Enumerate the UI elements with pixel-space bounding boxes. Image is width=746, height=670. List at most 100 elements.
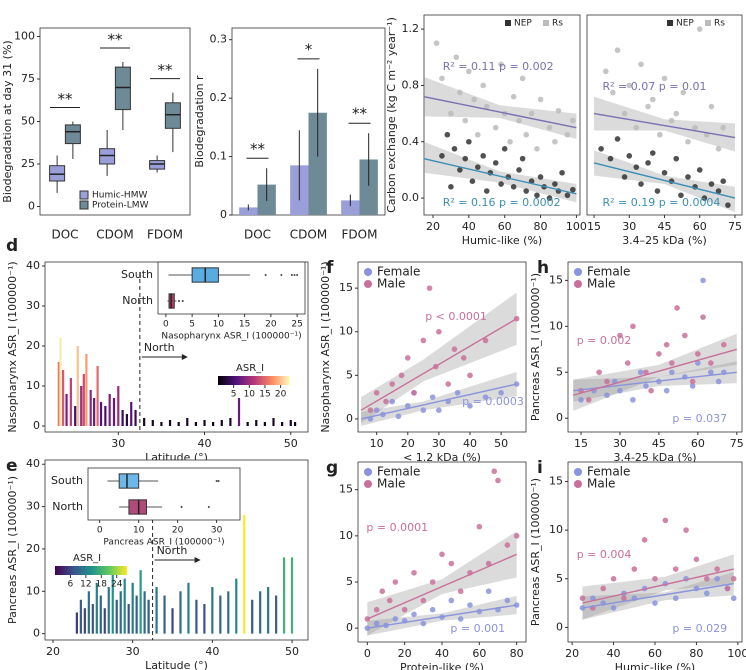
bar	[93, 398, 96, 426]
bar	[65, 394, 68, 426]
y-tick-label: 75	[21, 72, 35, 85]
bar	[239, 207, 258, 215]
y-tick-label: 0.3	[210, 33, 228, 46]
y-tick-label: 0	[346, 621, 353, 634]
bar	[130, 402, 133, 426]
point	[373, 389, 380, 396]
point	[373, 407, 380, 414]
bar	[203, 420, 206, 426]
outlier	[280, 274, 283, 276]
point	[661, 75, 668, 82]
panel-label: g	[326, 458, 338, 478]
point	[439, 75, 445, 82]
y-tick-label: 10	[549, 523, 563, 536]
fit-line	[573, 348, 737, 396]
point	[411, 389, 417, 396]
point	[633, 124, 640, 131]
point	[695, 360, 701, 366]
point	[436, 328, 442, 335]
colorbar-tick-label: 24	[111, 580, 123, 590]
bar	[59, 338, 62, 426]
point	[404, 403, 411, 409]
bar	[119, 591, 122, 634]
point	[448, 184, 454, 190]
point	[633, 164, 640, 170]
x-tick-label: 60	[472, 647, 486, 660]
point	[617, 332, 623, 339]
divider-label: North	[157, 544, 188, 557]
bar	[341, 200, 360, 215]
legend-label: Rs	[552, 19, 563, 29]
fit-line	[360, 318, 518, 411]
point	[495, 477, 501, 484]
point	[513, 533, 520, 539]
point	[700, 277, 706, 284]
bar	[143, 418, 146, 426]
bar	[282, 557, 286, 634]
bar	[227, 591, 230, 634]
point	[523, 188, 530, 194]
outlier	[180, 506, 183, 508]
point	[721, 341, 727, 348]
point	[466, 138, 472, 145]
annotation: p = 0.037	[672, 412, 727, 425]
x-tick-label: 50	[284, 437, 298, 450]
panel-label: f	[326, 258, 334, 278]
x-tick-label: 25	[291, 320, 302, 330]
bar	[117, 386, 120, 426]
x-tick-label: 30	[432, 437, 446, 450]
colorbar-title: ASR_I	[73, 553, 101, 564]
point	[680, 89, 687, 96]
point	[420, 597, 427, 604]
x-axis-label: Nasopharynx ASR_I (100000⁻¹)	[161, 332, 301, 342]
bar	[96, 366, 99, 426]
y-tick-label: 15	[339, 483, 353, 496]
colorbar	[55, 566, 127, 575]
point	[439, 153, 445, 159]
point	[645, 160, 651, 166]
y-tick-label: 0	[220, 208, 227, 221]
panel-label: h	[537, 258, 549, 278]
x-tick-label: 100	[727, 647, 746, 660]
bar	[115, 599, 118, 634]
x-tick-label: 0	[97, 526, 103, 536]
x-tick-label: 100	[566, 220, 587, 233]
point	[457, 616, 464, 622]
colorbar	[218, 376, 290, 385]
x-axis-label: Humic-like (%)	[462, 234, 542, 247]
box-body	[118, 473, 140, 489]
y-tick-label: 5	[556, 365, 563, 378]
point	[624, 360, 631, 366]
point	[504, 542, 511, 548]
point	[590, 595, 596, 602]
y-tick-label: 15	[549, 273, 563, 286]
point	[714, 566, 720, 572]
bar	[275, 595, 278, 634]
x-tick-label: 60	[648, 647, 662, 660]
colorbar-title: ASR_I	[236, 363, 264, 374]
colorbar-tick-label: 12	[80, 580, 91, 590]
y-tick-label: 10	[26, 584, 40, 597]
point	[689, 378, 696, 385]
x-tick-label: 80	[689, 647, 703, 660]
outlier	[178, 300, 180, 302]
point	[462, 117, 469, 124]
significance: **	[250, 140, 266, 158]
bar	[235, 578, 238, 634]
panel: 0 0.1 0.2 0.3 Biodegradation r DOC ** CDOM * FDOM…	[193, 27, 386, 242]
point	[546, 195, 553, 201]
point	[682, 332, 688, 339]
legend-label: NEP	[676, 19, 694, 29]
bar	[359, 159, 378, 215]
point	[614, 47, 621, 54]
significance: **	[352, 105, 368, 123]
point	[483, 103, 490, 110]
legend-swatch	[505, 20, 511, 26]
legend-label: Female	[587, 265, 630, 279]
point	[451, 346, 458, 352]
bar	[289, 420, 292, 426]
bar	[251, 599, 254, 634]
point	[645, 103, 651, 110]
bar	[194, 422, 198, 426]
